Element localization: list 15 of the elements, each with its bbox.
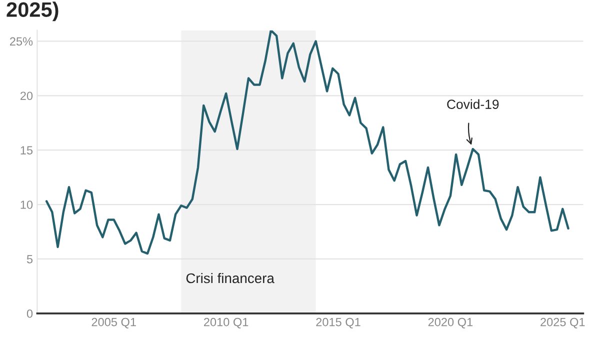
annotation: Covid-19 (447, 99, 499, 109)
x-tick-label: 2015 Q1 (316, 318, 360, 328)
band-label: Crisi financera (186, 272, 274, 284)
y-tick-label: 25% (10, 37, 33, 46)
x-tick-label: 2025 Q1 (540, 318, 585, 328)
x-tick-label: 2010 Q1 (204, 318, 248, 328)
y-tick-label: 15 (20, 146, 33, 154)
line-series (45, 30, 570, 255)
chart-title: 2025) (6, 2, 58, 22)
x-tick-label: 2005 Q1 (92, 318, 136, 328)
y-tick-label: 10 (20, 200, 33, 209)
x-tick-label: 2020 Q1 (428, 318, 473, 328)
y-tick-label: 20 (20, 92, 33, 100)
y-tick-label: 5 (26, 255, 33, 264)
y-tick-label: 0 (26, 309, 33, 318)
